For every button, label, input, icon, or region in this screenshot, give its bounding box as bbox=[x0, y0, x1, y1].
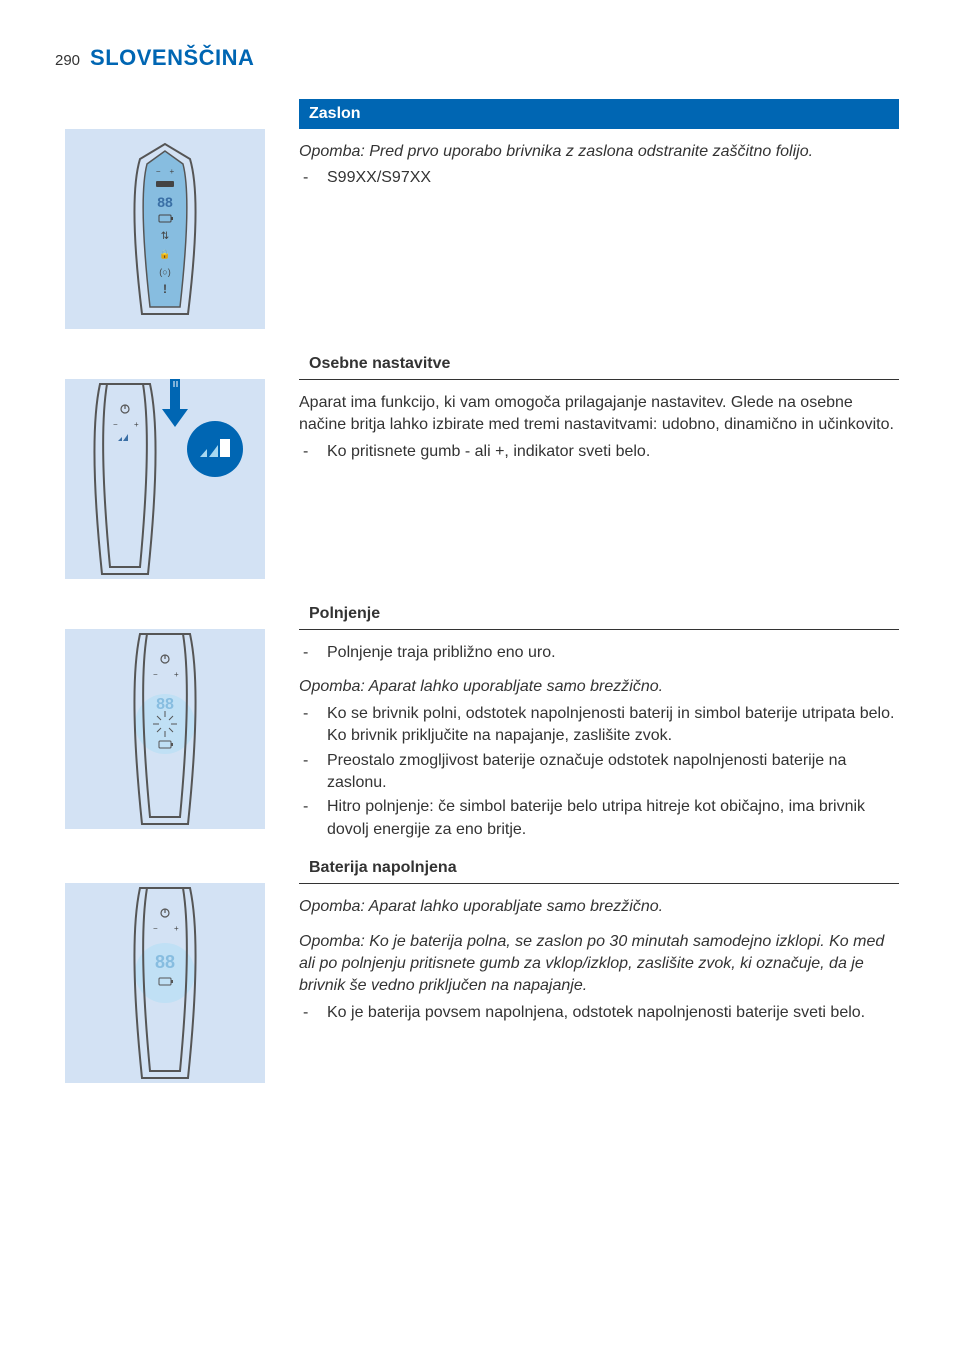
bullet-dash: - bbox=[299, 642, 311, 664]
svg-text:−: − bbox=[113, 420, 118, 429]
illustration-personal: − + bbox=[65, 379, 265, 579]
bullet-list: - Polnjenje traja približno eno uro. bbox=[299, 642, 899, 664]
illustration-full: − + 88 bbox=[65, 883, 265, 1083]
note-full-2: Opomba: Ko je baterija polna, se zaslon … bbox=[299, 931, 899, 998]
bullet-dash: - bbox=[299, 1002, 311, 1024]
bullet-dash: - bbox=[299, 167, 311, 189]
svg-text:88: 88 bbox=[157, 194, 173, 210]
heading-polnjenje: Polnjenje bbox=[299, 599, 899, 630]
svg-text:+: + bbox=[174, 670, 179, 679]
shaver-full-icon: − + 88 bbox=[115, 883, 215, 1083]
bullet-list: - Ko je baterija povsem napolnjena, odst… bbox=[299, 1002, 899, 1024]
svg-text:🔒: 🔒 bbox=[159, 249, 170, 259]
section-osebne: − + Osebne nastavitve Aparat ima funkcij… bbox=[55, 349, 899, 599]
svg-text:−: − bbox=[153, 924, 158, 933]
heading-zaslon: Zaslon bbox=[299, 99, 899, 129]
svg-text:(○): (○) bbox=[159, 267, 170, 277]
note-zaslon: Opomba: Pred prvo uporabo brivnika z zas… bbox=[299, 141, 899, 163]
bullet-dash: - bbox=[299, 441, 311, 463]
svg-text:−: − bbox=[153, 670, 158, 679]
bullet-text: Ko je baterija povsem napolnjena, odstot… bbox=[327, 1002, 899, 1024]
svg-text:+: + bbox=[174, 924, 179, 933]
svg-text:88: 88 bbox=[156, 696, 174, 713]
shaver-personal-icon: − + bbox=[80, 379, 250, 579]
svg-text:88: 88 bbox=[155, 952, 175, 972]
illustration-charging: − + 88 bbox=[65, 629, 265, 829]
svg-text:!: ! bbox=[163, 282, 167, 296]
svg-text:⇅: ⇅ bbox=[161, 231, 169, 242]
section-full: − + 88 Baterija napolnjena Opomba: Apara… bbox=[55, 853, 899, 1103]
paragraph-osebne: Aparat ima funkcijo, ki vam omogoča pril… bbox=[299, 392, 899, 437]
bullet-dash: - bbox=[299, 750, 311, 795]
bullet-dash: - bbox=[299, 796, 311, 841]
bullet-list: - S99XX/S97XX bbox=[299, 167, 899, 189]
section-zaslon: − + 88 ⇅ 🔒 (○) ! Zaslon Opomba: Pred prv… bbox=[55, 99, 899, 349]
svg-text:+: + bbox=[134, 420, 139, 429]
shaver-display-icon: − + 88 ⇅ 🔒 (○) ! bbox=[120, 139, 210, 319]
note-full-1: Opomba: Aparat lahko uporabljate samo br… bbox=[299, 896, 899, 918]
bullet-text: S99XX/S97XX bbox=[327, 167, 899, 189]
bullet-text: Preostalo zmogljivost baterije označuje … bbox=[327, 750, 899, 795]
heading-full: Baterija napolnjena bbox=[299, 853, 899, 884]
note-polnjenje: Opomba: Aparat lahko uporabljate samo br… bbox=[299, 676, 899, 698]
bullet-dash: - bbox=[299, 703, 311, 748]
page-number: 290 bbox=[55, 52, 80, 69]
illustration-display: − + 88 ⇅ 🔒 (○) ! bbox=[65, 129, 265, 329]
bullet-text: Hitro polnjenje: če simbol baterije belo… bbox=[327, 796, 899, 841]
bullet-text: Ko se brivnik polni, odstotek napolnjeno… bbox=[327, 703, 899, 748]
page-header: 290 SLOVENŠČINA bbox=[55, 45, 899, 71]
language-title: SLOVENŠČINA bbox=[90, 45, 254, 71]
bullet-text: Ko pritisnete gumb - ali +, indikator sv… bbox=[327, 441, 899, 463]
bullet-list: - Ko se brivnik polni, odstotek napolnje… bbox=[299, 703, 899, 841]
section-polnjenje: − + 88 bbox=[55, 599, 899, 853]
bullet-text: Polnjenje traja približno eno uro. bbox=[327, 642, 899, 664]
bullet-list: - Ko pritisnete gumb - ali +, indikator … bbox=[299, 441, 899, 463]
shaver-charging-icon: − + 88 bbox=[115, 629, 215, 829]
svg-text:− +: − + bbox=[156, 167, 175, 176]
heading-osebne: Osebne nastavitve bbox=[299, 349, 899, 380]
manual-page: 290 SLOVENŠČINA − + 88 ⇅ 🔒 (○) ! bbox=[0, 0, 954, 1103]
